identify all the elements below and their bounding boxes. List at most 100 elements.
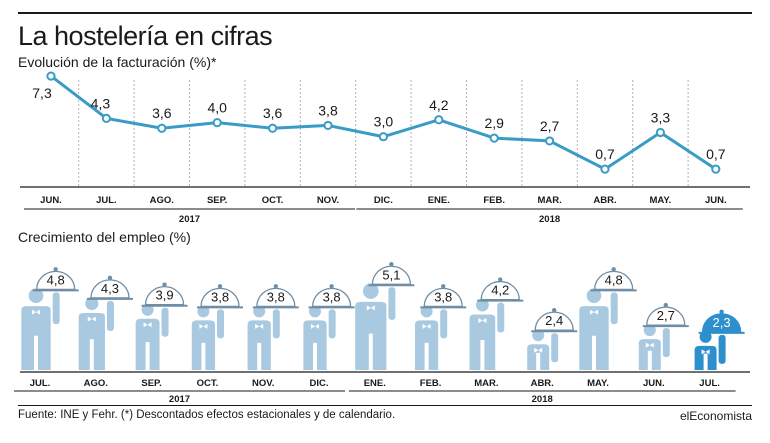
data-label: 3,8: [211, 289, 229, 304]
cloche-dome-icon: [90, 279, 130, 299]
data-label: 0,7: [706, 146, 726, 162]
x-tick-label: FEB.: [420, 378, 442, 389]
data-label: 4,2: [491, 283, 509, 298]
data-label: 4,8: [47, 272, 65, 287]
data-label: 0,7: [595, 146, 615, 162]
waiter-arm: [440, 309, 448, 339]
waiter-body: [579, 306, 609, 370]
data-point: [212, 118, 222, 128]
waiter-body: [694, 345, 717, 370]
x-tick-label: FEB.: [483, 195, 505, 206]
x-tick-label: ENE.: [364, 378, 386, 389]
bow-tie-icon: [534, 347, 543, 353]
data-label: 3,8: [318, 102, 338, 118]
data-label: 4,3: [101, 281, 119, 296]
x-tick-label: ENE.: [428, 195, 450, 206]
cloche-knob: [329, 284, 334, 289]
waiter-arm: [718, 334, 726, 364]
x-tick-label: JUL.: [30, 378, 51, 389]
cloche-knob: [611, 267, 616, 272]
waiter-arm: [662, 328, 670, 358]
cloche-dome-icon: [371, 265, 412, 285]
bow-tie-icon: [701, 349, 710, 355]
data-label: 3,3: [651, 109, 671, 125]
data-point: [545, 136, 555, 146]
waiter-body: [638, 339, 661, 370]
data-point: [600, 164, 610, 174]
brand-logo-text: elEconomista: [679, 409, 752, 423]
x-tick-label: OCT.: [197, 378, 219, 389]
waiter-head: [28, 288, 44, 304]
cloche-knob: [663, 302, 668, 308]
data-label: 4,0: [207, 100, 227, 116]
waiter-body: [78, 313, 105, 370]
waiter-arm: [610, 292, 618, 325]
year-label: 2018: [539, 214, 560, 225]
data-label: 3,8: [267, 289, 285, 304]
x-tick-label: DIC.: [310, 378, 329, 389]
cloche-knob: [719, 309, 724, 315]
waiter-head: [362, 283, 379, 299]
data-label: 3,0: [374, 114, 394, 130]
bow-tie-icon: [422, 323, 431, 329]
data-label: 2,4: [545, 313, 563, 328]
x-tick-label: MAR.: [537, 195, 561, 206]
data-point: [101, 113, 112, 123]
x-tick-label: JUL.: [699, 378, 720, 389]
cloche-dome-icon: [144, 286, 185, 306]
waiter-arm: [388, 287, 396, 320]
data-point: [489, 133, 499, 143]
cloche-knob: [107, 275, 113, 281]
source-note: Fuente: INE y Fehr. (*) Descontados efec…: [18, 409, 396, 421]
cloche-dome-icon: [36, 270, 76, 291]
waiter-body: [21, 306, 51, 370]
year-label: 2018: [532, 394, 553, 405]
bow-tie-icon: [87, 316, 96, 322]
x-tick-label: OCT.: [262, 195, 284, 206]
x-tick-label: MAY.: [649, 195, 671, 206]
bottom-rule: [18, 405, 752, 406]
data-point: [434, 115, 444, 125]
bow-tie-icon: [143, 322, 152, 328]
page-title: La hostelería en cifras: [18, 21, 273, 51]
cloche-knob: [441, 284, 446, 289]
bow-tie-icon: [645, 342, 654, 348]
waiter-chart-title: Crecimiento del empleo (%): [18, 229, 191, 245]
waiter-head: [475, 298, 489, 312]
waiter-body: [527, 344, 550, 370]
x-tick-label: SEP.: [141, 378, 161, 389]
waiter-body: [469, 314, 496, 370]
x-tick-label: ABR.: [593, 195, 616, 206]
bow-tie-icon: [32, 309, 40, 315]
waiter-arm: [217, 309, 225, 339]
cloche-dome-icon: [646, 306, 686, 326]
data-label: 2,7: [540, 118, 560, 134]
cloche-dome-icon: [480, 280, 520, 301]
x-tick-label: NOV.: [317, 195, 339, 206]
data-label: 3,8: [434, 289, 452, 304]
waiter-body: [303, 320, 327, 370]
data-point: [323, 120, 333, 131]
bow-tie-icon: [478, 317, 487, 323]
waiter-arm: [106, 300, 114, 332]
year-label: 2017: [179, 214, 200, 225]
x-tick-label: DIC.: [374, 195, 393, 206]
cloche-dome-icon: [311, 287, 352, 308]
data-label: 2,3: [713, 315, 731, 330]
bow-tie-icon: [311, 323, 319, 329]
bow-tie-icon: [366, 305, 375, 311]
cloche-knob: [498, 277, 503, 282]
cloche-knob: [552, 307, 557, 313]
data-label: 4,8: [605, 272, 623, 287]
x-tick-label: JUN.: [40, 195, 62, 206]
x-tick-label: MAR.: [474, 378, 498, 389]
year-label: 2017: [169, 394, 190, 405]
data-label: 4,2: [429, 97, 449, 113]
top-rule: [18, 12, 752, 14]
cloche-dome-icon: [594, 270, 634, 291]
data-point: [268, 123, 278, 133]
cloche-knob: [273, 284, 279, 289]
data-label: 5,1: [382, 267, 400, 282]
data-point: [378, 132, 388, 142]
bow-tie-icon: [199, 323, 208, 329]
